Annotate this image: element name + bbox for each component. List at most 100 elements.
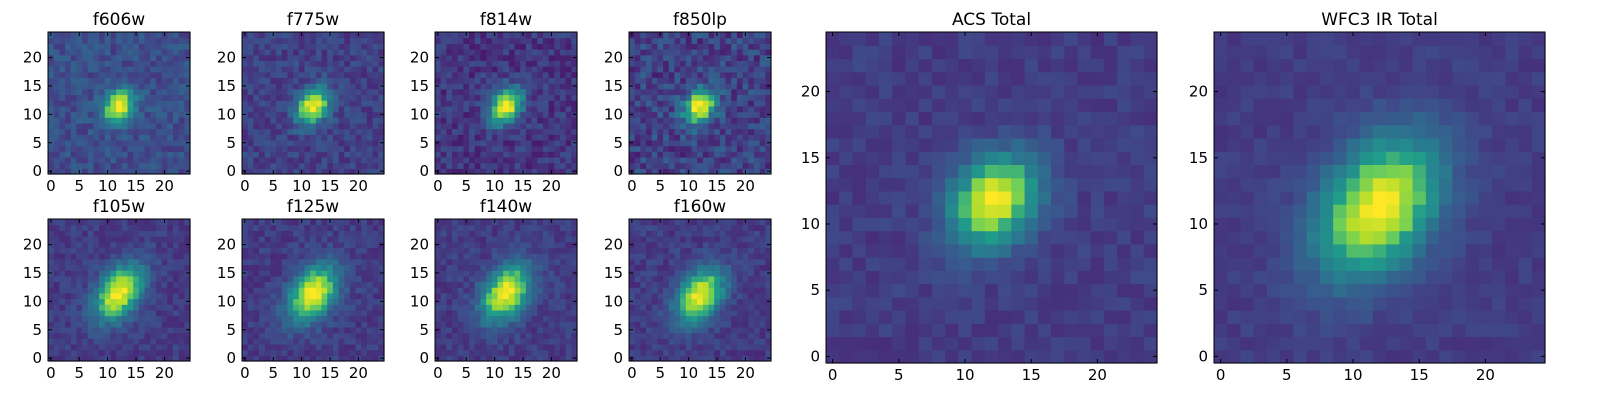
heatmap-cell: [378, 134, 385, 141]
heatmap-cell: [110, 236, 117, 243]
heatmap-cell: [304, 162, 311, 169]
heatmap-cell: [565, 43, 572, 50]
heatmap-cell: [315, 88, 323, 96]
heatmap-cell: [104, 230, 112, 237]
heatmap-cell: [640, 94, 647, 101]
heatmap-cell: [514, 349, 521, 356]
heatmap-cell: [719, 151, 727, 158]
heatmap-cell: [646, 128, 653, 135]
heatmap-cell: [440, 162, 447, 169]
heatmap-cell: [657, 321, 664, 328]
heatmap-cell: [366, 224, 374, 231]
heatmap-cell: [70, 253, 77, 260]
heatmap-cell: [520, 298, 527, 305]
panel-title: f850lp: [673, 10, 727, 30]
heatmap-cell: [59, 343, 66, 351]
heatmap-cell: [121, 219, 129, 226]
heatmap-cell: [748, 94, 755, 101]
heatmap-cell: [452, 304, 459, 311]
heatmap-cell: [520, 292, 527, 300]
heatmap-cell: [138, 145, 146, 152]
heatmap-cell: [161, 49, 168, 56]
heatmap-cell: [172, 230, 180, 237]
heatmap-cell: [293, 111, 300, 118]
heatmap-cell: [76, 326, 83, 334]
heatmap-cell: [691, 49, 698, 56]
heatmap-cell: [680, 37, 687, 44]
heatmap-cell: [657, 49, 664, 56]
heatmap-cell: [276, 349, 283, 356]
heatmap-cell: [172, 60, 180, 67]
heatmap-cell: [474, 122, 482, 130]
x-tick-label: 5: [461, 177, 471, 195]
heatmap-cell: [287, 270, 294, 277]
heatmap-cell: [719, 66, 727, 73]
heatmap-cell: [53, 247, 60, 254]
heatmap-cell: [514, 304, 521, 311]
heatmap-cell: [287, 134, 294, 141]
heatmap-cell: [508, 156, 516, 164]
heatmap-cell: [748, 156, 755, 164]
heatmap-cell: [53, 253, 60, 260]
heatmap-cell: [178, 343, 185, 351]
heatmap-cell: [161, 37, 168, 44]
heatmap-cell: [321, 321, 328, 328]
heatmap-cell: [697, 349, 704, 356]
heatmap-cell: [446, 224, 453, 231]
heatmap-cell: [685, 100, 693, 107]
heatmap-cell: [725, 292, 732, 300]
heatmap-cell: [138, 241, 146, 248]
heatmap-cell: [725, 66, 732, 73]
heatmap-cell: [702, 71, 710, 79]
heatmap-cell: [361, 230, 368, 237]
heatmap-cell: [714, 117, 721, 124]
heatmap-cell: [486, 343, 493, 351]
heatmap-cell: [531, 128, 538, 135]
heatmap-cell: [242, 247, 249, 254]
heatmap-cell: [133, 287, 140, 294]
heatmap-cell: [76, 349, 83, 356]
heatmap-cell: [247, 162, 254, 169]
heatmap-cell: [372, 355, 379, 362]
heatmap-cell: [514, 43, 521, 50]
heatmap-cell: [554, 145, 561, 152]
heatmap-cell: [344, 338, 351, 345]
heatmap-cell: [629, 43, 636, 50]
heatmap-cell: [338, 236, 345, 243]
heatmap-cell: [287, 315, 294, 322]
heatmap-cell: [338, 230, 345, 237]
heatmap-cell: [53, 77, 60, 84]
heatmap-cell: [765, 309, 772, 317]
heatmap-cell: [646, 321, 653, 328]
heatmap-cell: [184, 349, 191, 356]
heatmap-cell: [82, 224, 89, 231]
heatmap-cell: [731, 100, 738, 107]
heatmap-cell: [629, 71, 636, 79]
heatmap-cell: [104, 128, 112, 135]
heatmap-cell: [144, 315, 151, 322]
heatmap-cell: [172, 134, 180, 141]
heatmap-cell: [753, 66, 761, 73]
heatmap-cell: [565, 304, 572, 311]
heatmap-cell: [748, 105, 755, 113]
heatmap-cell: [133, 270, 140, 277]
heatmap-cell: [48, 224, 55, 231]
heatmap-cell: [680, 128, 687, 135]
heatmap-cell: [469, 128, 476, 135]
heatmap-cell: [327, 275, 334, 283]
heatmap-cell: [253, 37, 260, 44]
heatmap-cell: [178, 338, 185, 345]
heatmap-cell: [542, 117, 550, 124]
heatmap-cell: [680, 270, 687, 277]
heatmap-cell: [435, 349, 442, 356]
heatmap-cell: [298, 298, 306, 305]
heatmap-cell: [155, 49, 163, 56]
heatmap-cell: [680, 43, 687, 50]
heatmap-cell: [48, 236, 55, 243]
heatmap-cell: [565, 258, 572, 266]
heatmap-cell: [281, 270, 289, 277]
heatmap-cell: [697, 326, 704, 334]
heatmap-cell: [508, 264, 516, 271]
heatmap-cell: [452, 145, 459, 152]
heatmap-cell: [565, 60, 572, 67]
